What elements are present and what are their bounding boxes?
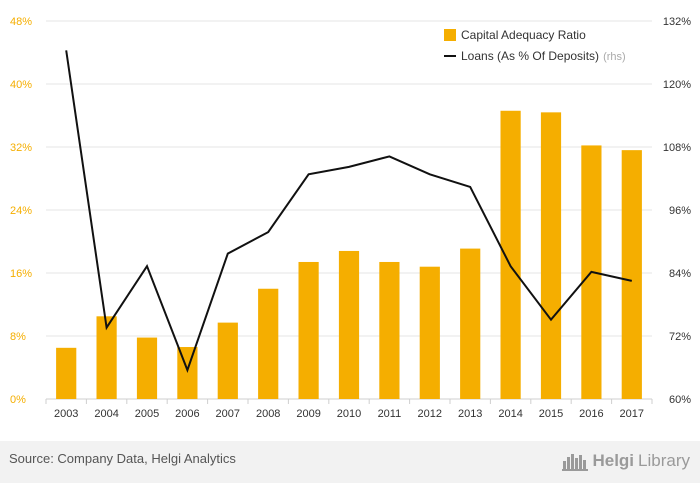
right-tick-label: 120% bbox=[663, 79, 691, 91]
right-tick-label: 132% bbox=[663, 16, 691, 28]
gridlines bbox=[45, 20, 653, 404]
bar-2004 bbox=[96, 316, 117, 399]
left-tick-label: 40% bbox=[10, 79, 32, 91]
x-tick-label: 2004 bbox=[94, 408, 118, 420]
chart: 0% 8% 16% 24% 32% 40% 48% 60% 72% 84% 96% 108% 120%… bbox=[10, 16, 691, 420]
legend-label-loans: Loans (As % Of Deposits) (rhs) bbox=[461, 49, 626, 63]
bar-2008 bbox=[258, 288, 279, 399]
legend-rhs-note: (rhs) bbox=[603, 51, 626, 63]
left-tick-label: 24% bbox=[10, 205, 32, 217]
logo-word-library: Library bbox=[638, 451, 690, 470]
legend-swatch-capital-adequacy bbox=[444, 29, 456, 41]
legend-loans-name: Loans (As % Of Deposits) bbox=[461, 49, 599, 63]
x-axis: 2003 2004 2005 2006 2007 2008 2009 2010 2011 2012… bbox=[54, 408, 644, 420]
helgi-library-logo: Helgi Library bbox=[562, 448, 690, 474]
x-tick-label: 2006 bbox=[175, 408, 199, 420]
x-tick-label: 2011 bbox=[378, 408, 402, 420]
x-tick-label: 2013 bbox=[458, 408, 482, 420]
legend-label-capital-adequacy: Capital Adequacy Ratio bbox=[461, 28, 586, 42]
right-tick-label: 60% bbox=[669, 394, 691, 406]
bar-2007 bbox=[217, 322, 238, 399]
bar-2013 bbox=[460, 248, 481, 399]
x-tick-label: 2010 bbox=[337, 408, 361, 420]
loans-line bbox=[65, 50, 633, 373]
right-tick-label: 84% bbox=[669, 268, 691, 280]
right-tick-label: 96% bbox=[669, 205, 691, 217]
bar-2017 bbox=[621, 150, 642, 399]
x-tick-label: 2003 bbox=[54, 408, 78, 420]
bar-2012 bbox=[419, 266, 440, 399]
source-note: Source: Company Data, Helgi Analytics bbox=[9, 451, 236, 466]
bar-2010 bbox=[338, 250, 360, 399]
left-axis: 0% 8% 16% 24% 32% 40% 48% bbox=[10, 16, 32, 406]
left-tick-label: 16% bbox=[10, 268, 32, 280]
skyline-icon bbox=[562, 454, 589, 471]
left-tick-label: 32% bbox=[10, 142, 32, 154]
bar-2005 bbox=[136, 337, 158, 399]
left-tick-label: 48% bbox=[10, 16, 32, 28]
bar-2011 bbox=[379, 261, 400, 399]
legend: Capital Adequacy Ratio Loans (As % Of De… bbox=[444, 28, 626, 63]
bar-2003 bbox=[56, 347, 77, 399]
x-tick-label: 2009 bbox=[296, 408, 320, 420]
x-tick-label: 2012 bbox=[418, 408, 442, 420]
right-tick-label: 72% bbox=[669, 331, 691, 343]
bar-series bbox=[56, 50, 642, 400]
x-tick-label: 2017 bbox=[620, 408, 644, 420]
left-tick-label: 0% bbox=[10, 394, 26, 406]
x-tick-label: 2016 bbox=[579, 408, 603, 420]
x-tick-label: 2005 bbox=[135, 408, 159, 420]
bar-2006 bbox=[177, 347, 198, 399]
x-tick-label: 2015 bbox=[539, 408, 563, 420]
bar-2009 bbox=[298, 261, 319, 399]
right-tick-label: 108% bbox=[663, 142, 691, 154]
x-tick-label: 2014 bbox=[498, 408, 522, 420]
footer: Source: Company Data, Helgi Analytics He… bbox=[0, 441, 700, 483]
bar-2015 bbox=[540, 112, 562, 399]
left-tick-label: 8% bbox=[10, 331, 26, 343]
bar-2014 bbox=[500, 110, 521, 400]
right-axis: 60% 72% 84% 96% 108% 120% 132% bbox=[663, 16, 691, 406]
x-tick-label: 2007 bbox=[216, 408, 240, 420]
x-tick-label: 2008 bbox=[256, 408, 280, 420]
logo-word-helgi: Helgi bbox=[592, 451, 635, 470]
